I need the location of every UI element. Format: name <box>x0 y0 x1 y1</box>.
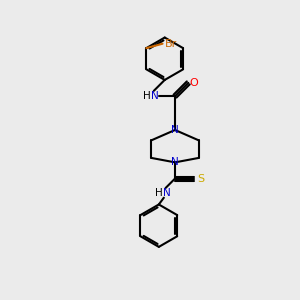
Text: H: H <box>143 91 151 101</box>
Text: H: H <box>155 188 163 198</box>
Text: N: N <box>171 125 179 135</box>
Text: S: S <box>197 174 205 184</box>
Text: N: N <box>171 158 179 167</box>
Text: Br: Br <box>165 39 177 49</box>
Text: O: O <box>189 78 198 88</box>
Text: N: N <box>163 188 171 198</box>
Text: N: N <box>151 91 159 101</box>
